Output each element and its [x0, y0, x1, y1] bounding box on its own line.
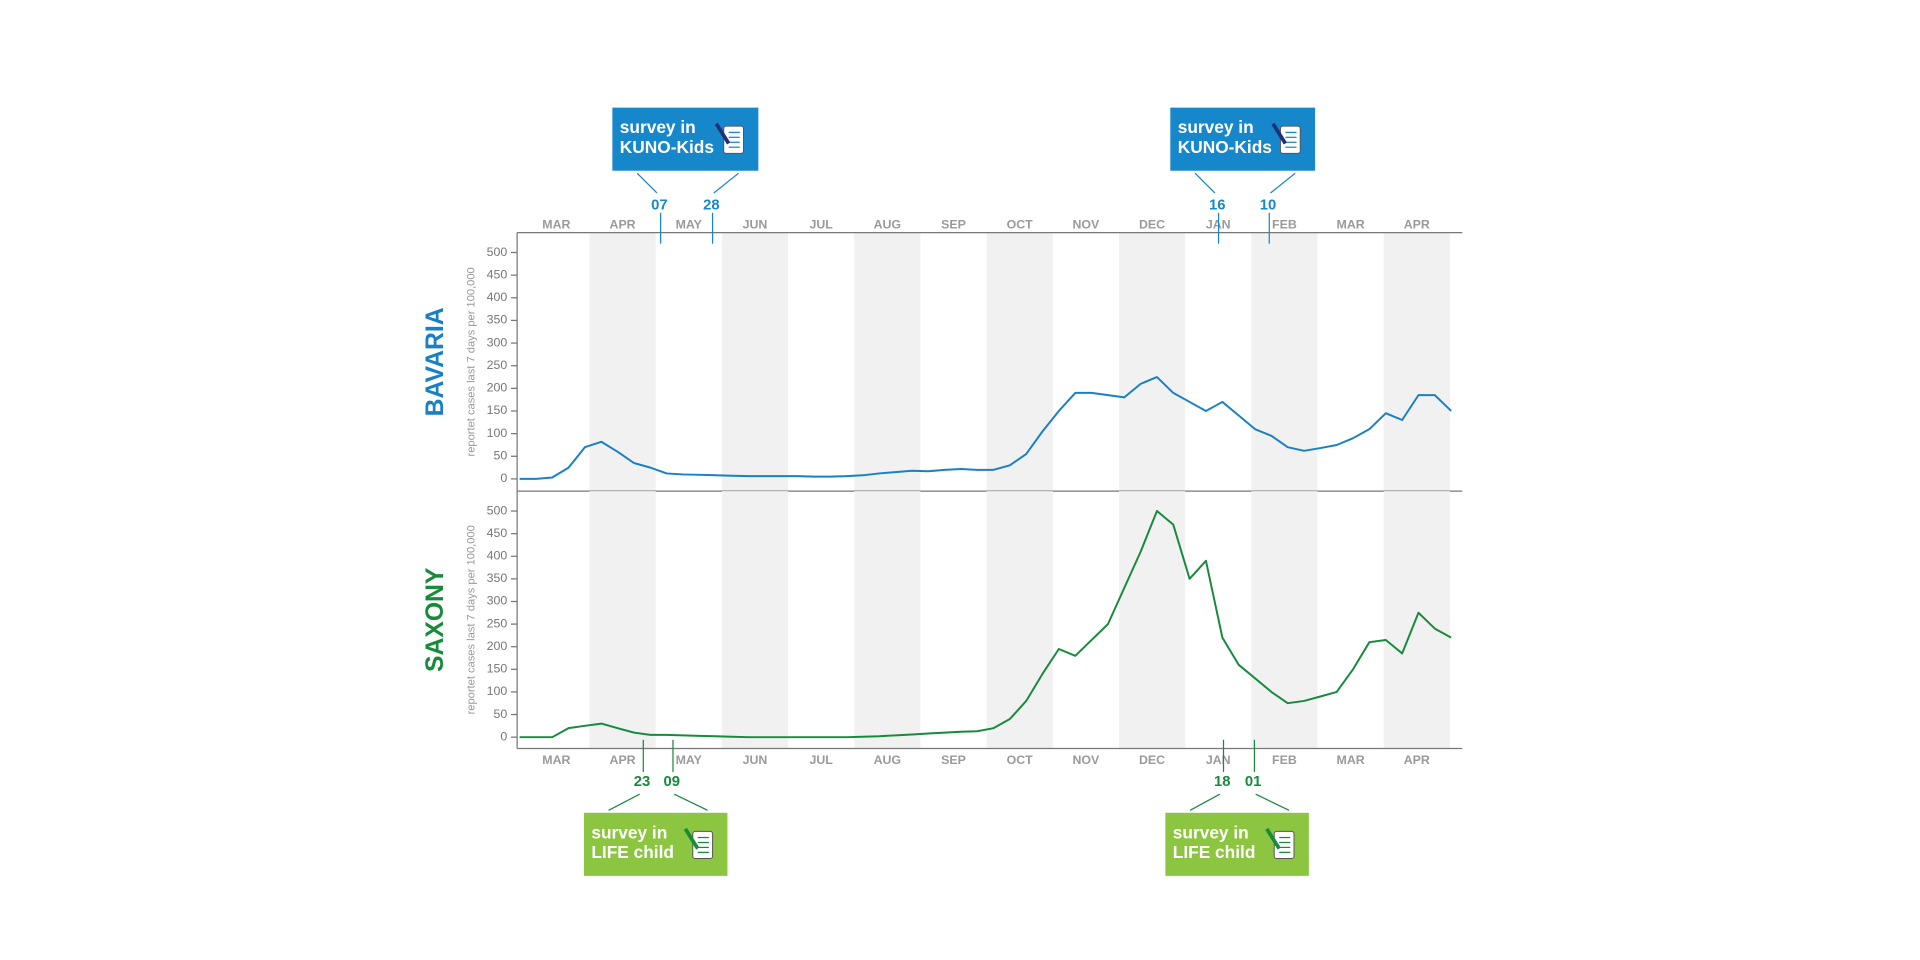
- month-label: AUG: [874, 753, 901, 767]
- survey-text: survey in: [620, 117, 696, 137]
- survey-date: 09: [664, 774, 681, 790]
- month-label: MAR: [542, 217, 570, 231]
- month-label: SEP: [941, 753, 966, 767]
- panel-title: BAVARIA: [422, 307, 449, 416]
- month-band: [986, 491, 1053, 749]
- month-label: APR: [1404, 753, 1430, 767]
- panel-title: SAXONY: [422, 567, 449, 672]
- month-band: [1251, 491, 1318, 749]
- y-tick-label: 450: [487, 267, 508, 281]
- survey-text: survey in: [1173, 822, 1249, 842]
- y-tick-label: 450: [487, 526, 508, 540]
- y-tick-label: 150: [487, 403, 508, 417]
- connector: [608, 793, 640, 811]
- survey-date: 01: [1245, 774, 1262, 790]
- month-label: OCT: [1007, 217, 1034, 231]
- connector: [673, 793, 708, 811]
- month-label: JUN: [743, 753, 768, 767]
- month-band: [721, 232, 789, 492]
- y-tick-label: 150: [487, 662, 508, 676]
- survey-icon-pen: [714, 122, 731, 145]
- month-label: DEC: [1139, 217, 1165, 231]
- y-tick-label: 400: [487, 290, 508, 304]
- y-tick-label: 200: [487, 639, 508, 653]
- month-band: [1118, 491, 1186, 749]
- month-label: JUN: [743, 217, 768, 231]
- month-band: [1118, 232, 1186, 492]
- survey-icon-pen: [1271, 122, 1287, 145]
- month-band: [1383, 491, 1450, 749]
- y-tick-label: 350: [487, 313, 508, 327]
- survey-date: 16: [1209, 197, 1226, 213]
- survey-date: 23: [634, 774, 651, 790]
- survey-date: 28: [703, 197, 720, 213]
- connector: [713, 172, 739, 194]
- y-tick-label: 500: [487, 503, 508, 517]
- y-tick-label: 500: [487, 245, 508, 259]
- month-label: MAY: [676, 217, 703, 231]
- month-label: JAN: [1206, 753, 1231, 767]
- month-label: APR: [610, 753, 636, 767]
- y-axis-label: reportet cases last 7 days per 100,000: [465, 525, 477, 714]
- connector: [1270, 172, 1296, 194]
- y-tick-label: 300: [487, 594, 508, 608]
- month-label: SEP: [941, 217, 966, 231]
- month-label: APR: [1404, 217, 1430, 231]
- month-label: MAR: [1337, 753, 1365, 767]
- survey-text: KUNO-Kids: [620, 137, 714, 157]
- month-label: FEB: [1272, 753, 1297, 767]
- survey-text: LIFE child: [1173, 842, 1256, 862]
- month-label: JUL: [809, 217, 833, 231]
- survey-text: LIFE child: [591, 842, 674, 862]
- y-tick-label: 100: [487, 426, 508, 440]
- month-label: APR: [610, 217, 636, 231]
- y-tick-label: 50: [493, 707, 507, 721]
- connector: [1189, 793, 1221, 811]
- y-tick-label: 0: [500, 729, 507, 743]
- month-band: [1251, 232, 1318, 492]
- survey-date: 18: [1214, 774, 1231, 790]
- month-label: FEB: [1272, 217, 1297, 231]
- y-tick-label: 0: [500, 471, 507, 485]
- connector: [636, 172, 658, 194]
- connector: [1194, 172, 1216, 194]
- month-label: NOV: [1072, 217, 1100, 231]
- month-label: OCT: [1007, 753, 1034, 767]
- survey-date: 10: [1260, 197, 1277, 213]
- survey-icon-pen: [683, 827, 700, 850]
- month-band: [854, 491, 921, 749]
- survey-text: KUNO-Kids: [1178, 137, 1272, 157]
- series-line: [519, 376, 1452, 480]
- month-label: AUG: [874, 217, 901, 231]
- month-label: MAY: [676, 753, 703, 767]
- month-label: NOV: [1072, 753, 1100, 767]
- y-tick-label: 400: [487, 549, 508, 563]
- y-tick-label: 200: [487, 381, 508, 395]
- survey-date: 07: [651, 197, 668, 213]
- month-label: MAR: [542, 753, 570, 767]
- survey-icon-pen: [1265, 827, 1281, 850]
- y-tick-label: 50: [493, 449, 507, 463]
- y-tick-label: 300: [487, 335, 508, 349]
- series-line: [519, 510, 1452, 739]
- y-tick-label: 250: [487, 358, 508, 372]
- month-label: JUL: [809, 753, 833, 767]
- month-label: MAR: [1337, 217, 1365, 231]
- month-band: [589, 491, 656, 749]
- month-band: [589, 232, 656, 492]
- y-tick-label: 350: [487, 571, 508, 585]
- survey-text: survey in: [1178, 117, 1254, 137]
- month-band: [854, 232, 921, 492]
- month-band: [986, 232, 1053, 492]
- y-tick-label: 250: [487, 616, 508, 630]
- connector: [1255, 793, 1290, 811]
- month-band: [721, 491, 789, 749]
- month-label: DEC: [1139, 753, 1165, 767]
- month-band: [1383, 232, 1450, 492]
- y-tick-label: 100: [487, 684, 508, 698]
- y-axis-label: reportet cases last 7 days per 100,000: [465, 267, 477, 456]
- survey-text: survey in: [591, 822, 667, 842]
